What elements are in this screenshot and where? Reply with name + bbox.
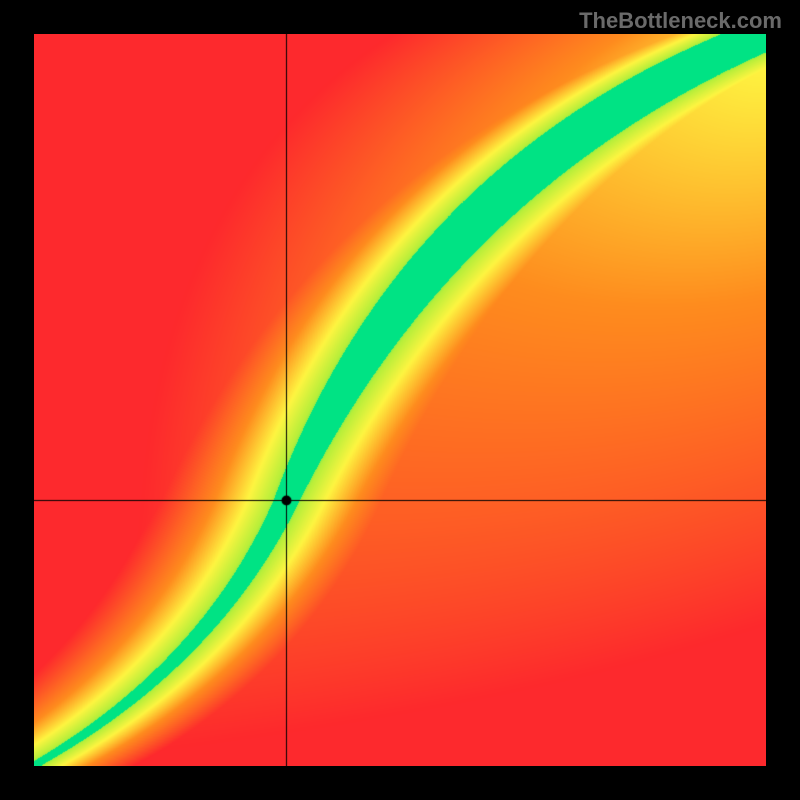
bottleneck-heatmap (34, 34, 766, 766)
chart-container: TheBottleneck.com (0, 0, 800, 800)
watermark-text: TheBottleneck.com (579, 8, 782, 34)
